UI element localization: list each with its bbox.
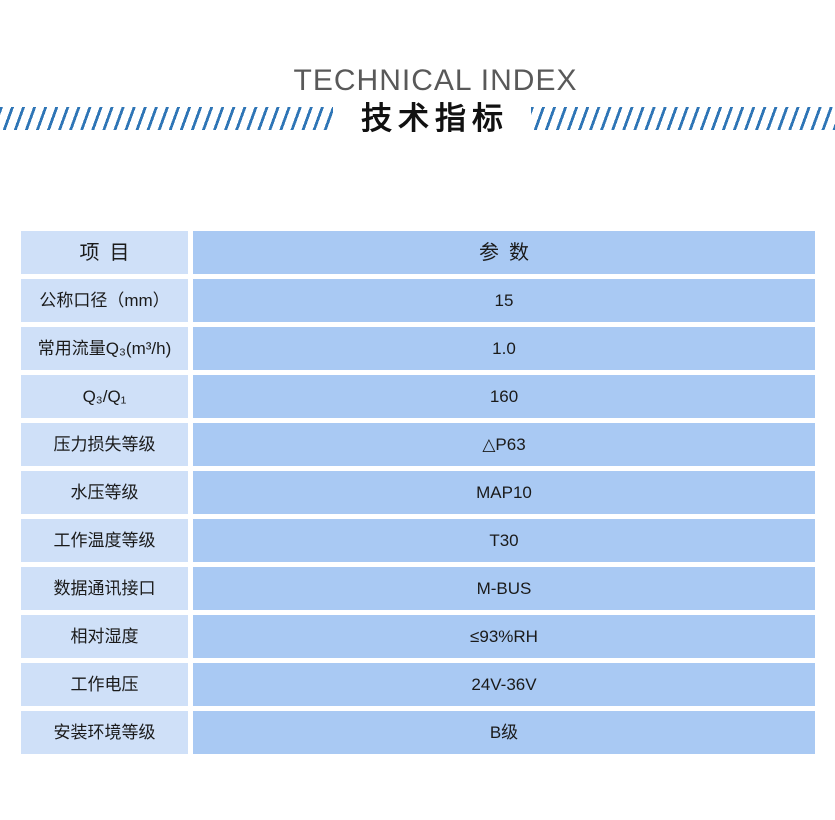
param-value-cell: M-BUS [193,567,815,610]
table-row: 常用流量Q₃(m³/h) 1.0 [21,327,815,370]
table-row: 安装环境等级 B级 [21,711,815,754]
item-label-cell: 水压等级 [21,471,188,514]
item-label-cell: 公称口径（mm） [21,279,188,322]
item-label-cell: 压力损失等级 [21,423,188,466]
table-row: 压力损失等级 △P63 [21,423,815,466]
param-value-cell: T30 [193,519,815,562]
param-value-cell: ≤93%RH [193,615,815,658]
param-value-cell: 24V-36V [193,663,815,706]
title-band: 技术指标 [0,103,835,134]
table-row: 工作电压 24V-36V [21,663,815,706]
table-body: 公称口径（mm） 15 常用流量Q₃(m³/h) 1.0 Q₃/Q₁ 160 压… [21,279,815,754]
column-header-item: 项目 [21,231,188,274]
item-label-cell: 相对湿度 [21,615,188,658]
item-label-cell: 工作温度等级 [21,519,188,562]
item-label-cell: 数据通讯接口 [21,567,188,610]
param-value-cell: 1.0 [193,327,815,370]
page-title-english: TECHNICAL INDEX [293,64,578,97]
item-label-cell: Q₃/Q₁ [21,375,188,418]
table-row: Q₃/Q₁ 160 [21,375,815,418]
item-label-cell: 安装环境等级 [21,711,188,754]
item-label-cell: 工作电压 [21,663,188,706]
param-value-cell: MAP10 [193,471,815,514]
decorative-slashes-right-icon [531,107,835,130]
decorative-slashes-left-icon [0,107,333,130]
table-row: 水压等级 MAP10 [21,471,815,514]
table-row: 数据通讯接口 M-BUS [21,567,815,610]
param-value-cell: 160 [193,375,815,418]
table-header-row: 项目 参数 [21,231,815,274]
table-row: 工作温度等级 T30 [21,519,815,562]
param-value-cell: 15 [193,279,815,322]
table-row: 相对湿度 ≤93%RH [21,615,815,658]
param-value-cell: B级 [193,711,815,754]
spec-table: 项目 参数 公称口径（mm） 15 常用流量Q₃(m³/h) 1.0 Q₃/Q₁… [21,231,815,754]
page-header: TECHNICAL INDEX 技术指标 [0,64,835,134]
column-header-param: 参数 [193,231,815,274]
param-value-cell: △P63 [193,423,815,466]
page-title-chinese: 技术指标 [361,101,509,136]
item-label-cell: 常用流量Q₃(m³/h) [21,327,188,370]
table-row: 公称口径（mm） 15 [21,279,815,322]
